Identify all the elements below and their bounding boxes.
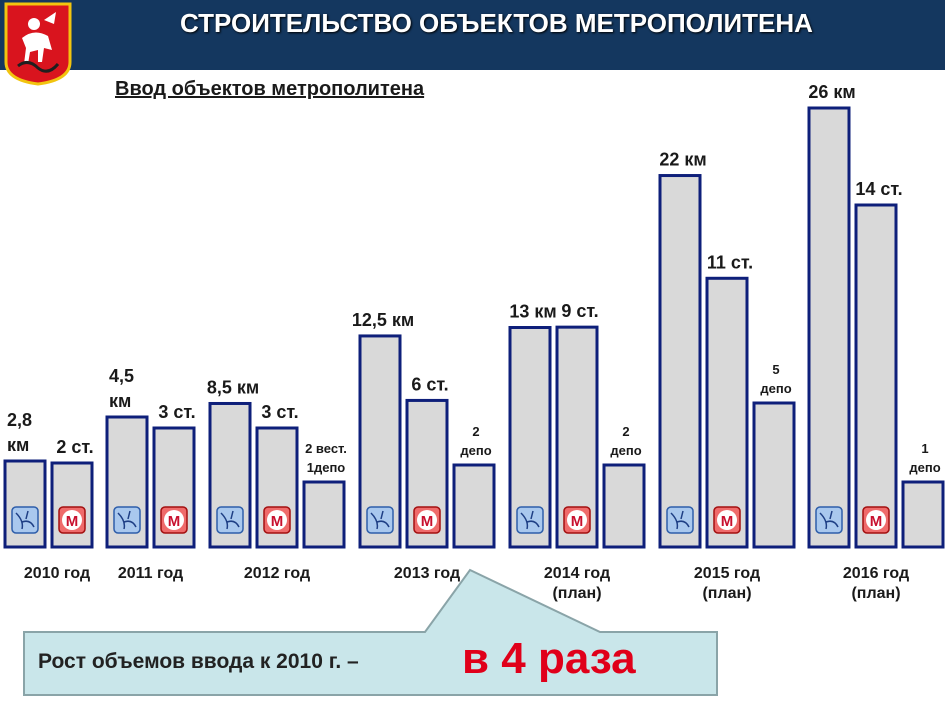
- data-label: 12,5 км: [352, 310, 414, 330]
- page-title: СТРОИТЕЛЬСТВО ОБЪЕКТОВ МЕТРОПОЛИТЕНА: [180, 8, 813, 38]
- metro-map-icon: [11, 506, 39, 534]
- data-label: 2 вест.: [305, 441, 347, 456]
- metro-logo-letter: M: [66, 513, 79, 530]
- data-label: 9 ст.: [561, 301, 598, 321]
- year-label: 2015 год: [694, 565, 760, 582]
- metro-logo-letter: M: [168, 513, 181, 530]
- data-label: 3 ст.: [261, 402, 298, 422]
- data-label: 8,5 км: [207, 377, 259, 397]
- metro-map-icon: [815, 506, 843, 534]
- plan-label: (план): [702, 585, 751, 602]
- data-label: 2 ст.: [56, 437, 93, 457]
- data-label: депо: [460, 443, 491, 458]
- metro-logo-icon: M: [263, 506, 291, 534]
- metro-map-icon: [366, 506, 394, 534]
- bar-depot: [302, 480, 346, 549]
- bar-stations: [854, 203, 898, 549]
- metro-logo-icon: M: [713, 506, 741, 534]
- data-label: 13 км: [509, 302, 556, 322]
- metro-logo-icon: M: [563, 506, 591, 534]
- plan-label: (план): [851, 585, 900, 602]
- data-label: км: [7, 435, 29, 455]
- metro-logo-letter: M: [271, 513, 284, 530]
- data-label: депо: [760, 381, 791, 396]
- metro-map-icon: [216, 506, 244, 534]
- data-label: 26 км: [808, 82, 855, 102]
- metro-logo-icon: M: [58, 506, 86, 534]
- metro-map-icon: [516, 506, 544, 534]
- bar-depot: [602, 463, 646, 549]
- data-label: 2: [472, 424, 479, 439]
- bar-km: [3, 459, 47, 549]
- bar-km: [658, 174, 702, 549]
- data-label: 3 ст.: [158, 402, 195, 422]
- metro-logo-letter: M: [421, 513, 434, 530]
- metro-logo-icon: M: [862, 506, 890, 534]
- metro-logo-letter: M: [870, 513, 883, 530]
- year-label: 2010 год: [24, 565, 90, 582]
- data-label: 2: [622, 424, 629, 439]
- data-label: 11 ст.: [707, 252, 753, 272]
- year-label: 2016 год: [843, 565, 909, 582]
- data-label: 5: [772, 362, 779, 377]
- data-label: 1: [921, 441, 928, 456]
- moscow-crest-icon: [4, 2, 72, 86]
- data-label: депо: [909, 460, 940, 475]
- data-label: 4,5: [109, 366, 134, 386]
- data-label: 14 ст.: [855, 179, 902, 199]
- callout-emphasis: в 4 раза: [462, 634, 636, 683]
- metro-map-icon: [666, 506, 694, 534]
- bar-depot: [752, 401, 796, 549]
- bar-stations: [705, 276, 749, 549]
- metro-logo-letter: M: [571, 513, 584, 530]
- year-label: 2011 год: [118, 565, 183, 582]
- year-label: 2012 год: [244, 565, 310, 582]
- header-bar: [0, 0, 945, 70]
- plan-label: (план): [552, 585, 601, 602]
- metro-logo-letter: M: [721, 513, 734, 530]
- callout-text: Рост объемов ввода к 2010 г. –: [38, 650, 359, 673]
- data-label: 1депо: [307, 460, 346, 475]
- year-label: 2013 год: [394, 565, 460, 582]
- metro-map-icon: [113, 506, 141, 534]
- data-label: км: [109, 391, 131, 411]
- metro-logo-icon: M: [413, 506, 441, 534]
- bar-depot: [901, 480, 945, 549]
- year-label: 2014 год: [544, 565, 610, 582]
- chart-title: Ввод объектов метрополитена: [115, 78, 425, 100]
- data-label: депо: [610, 443, 641, 458]
- metro-logo-icon: M: [160, 506, 188, 534]
- data-label: 22 км: [659, 150, 706, 170]
- bar-km: [807, 106, 851, 549]
- data-label: 6 ст.: [411, 374, 448, 394]
- data-label: 2,8: [7, 410, 32, 430]
- bar-depot: [452, 463, 496, 549]
